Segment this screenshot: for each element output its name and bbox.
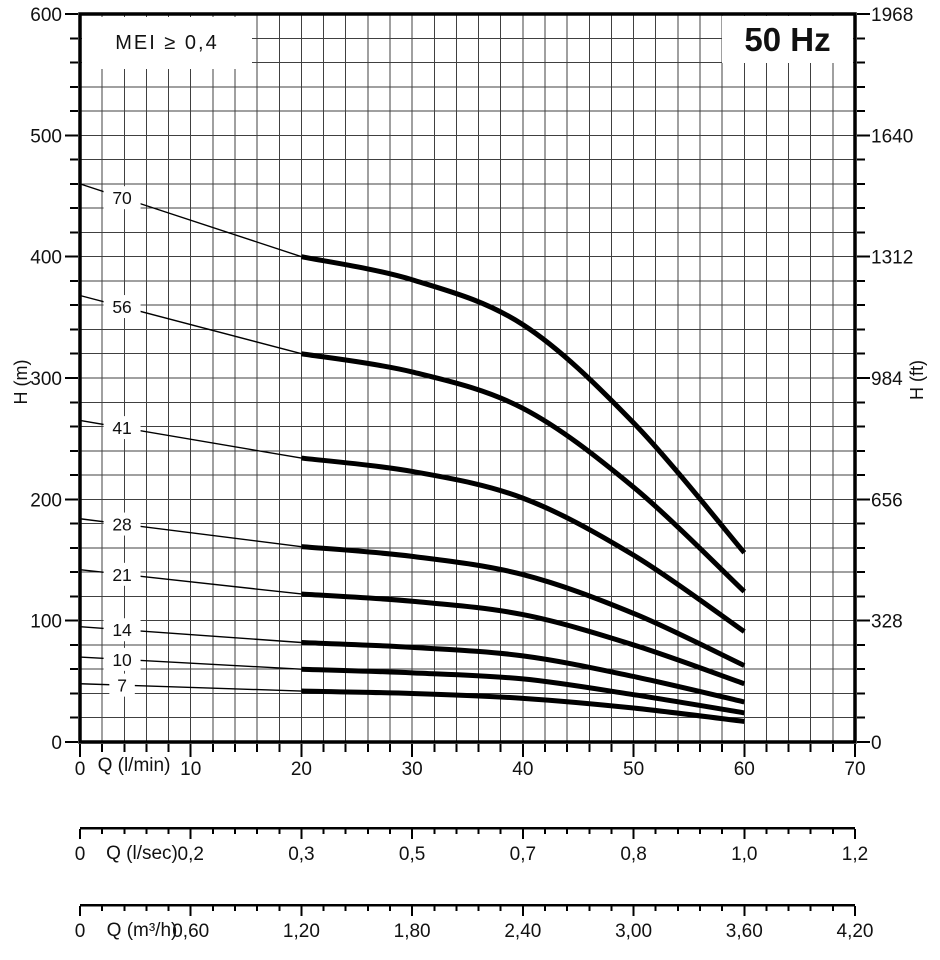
y-right-tick-label: 1312	[871, 248, 913, 269]
curve-stage-label: 21	[112, 565, 131, 585]
y-left-tick-label: 500	[30, 126, 62, 147]
y-right-tick-label: 328	[871, 612, 903, 633]
x-lsec-tick-label: 0,7	[510, 844, 536, 865]
pump-curve-14	[301, 640, 745, 705]
x-m3h-tick-label: 3,60	[726, 921, 763, 942]
axis-ticks-lsec	[79, 829, 856, 839]
y-axis-title-meters: H (m)	[10, 359, 31, 405]
pump-curve-41	[301, 455, 746, 634]
y-axis-title-feet: H (ft)	[906, 360, 927, 400]
y-left-tick-label: 300	[30, 369, 62, 390]
x-lsec-tick-label: 0,5	[399, 844, 425, 865]
axis-ticks	[65, 13, 870, 757]
pump-curve-7	[301, 688, 745, 724]
x-m3h-tick-label: 4,20	[837, 921, 874, 942]
x-lsec-tick-label: 1,0	[731, 844, 757, 865]
curve-label-box	[103, 416, 141, 440]
curve-label-box	[103, 618, 141, 642]
frequency-badge: 50 Hz	[722, 16, 853, 63]
mei-rating-label: MEI ≥ 0,4	[82, 17, 252, 69]
x-main-tick-label: 30	[402, 759, 423, 780]
curve-stage-label: 14	[112, 620, 132, 640]
curve-stage-label: 70	[112, 188, 132, 208]
y-left-tick-label: 0	[51, 733, 62, 754]
x-main-tick-label: 40	[512, 759, 533, 780]
pump-curve-28	[301, 544, 746, 668]
grid-lines	[80, 14, 855, 742]
x-main-tick-label: 0	[75, 759, 86, 780]
curve-label-box	[103, 186, 141, 210]
curve-label-box	[103, 295, 141, 319]
pump-curve-56	[301, 351, 747, 594]
curve-stage-label: 28	[112, 515, 131, 535]
axis-ticks-m3h	[79, 906, 856, 916]
x-lsec-tick-label: 0	[75, 844, 86, 865]
curve-label-box	[103, 562, 141, 586]
curve-label-box	[109, 673, 135, 697]
y-left-tick-label: 200	[30, 490, 62, 511]
curve-stage-label: 41	[112, 418, 131, 438]
curve-stage-label: 10	[112, 650, 132, 670]
pump-curve-70	[300, 254, 747, 555]
x-lsec-tick-label: 0,2	[178, 844, 204, 865]
y-right-tick-label: 984	[871, 369, 903, 390]
curve-label-box	[103, 512, 141, 536]
x-lsec-tick-label: 0,8	[620, 844, 646, 865]
y-right-tick-label: 1640	[871, 126, 913, 147]
x-m3h-tick-label: 1,20	[283, 921, 320, 942]
curve-stage-label: 56	[112, 297, 131, 317]
x-m3h-tick-label: 3,00	[615, 921, 652, 942]
x-main-tick-label: 10	[180, 759, 201, 780]
x-m3h-tick-label: 1,80	[394, 921, 431, 942]
y-right-tick-label: 656	[871, 490, 903, 511]
x-main-tick-label: 70	[844, 759, 865, 780]
y-right-tick-label: 0	[871, 733, 882, 754]
pump-curve-10	[301, 666, 745, 716]
plot-frame	[78, 12, 857, 744]
x-m3h-tick-label: 2,40	[504, 921, 541, 942]
y-left-tick-label: 600	[30, 5, 62, 26]
pump-curve-21	[301, 591, 746, 687]
x-lsec-tick-label: 1,2	[842, 844, 868, 865]
y-left-tick-label: 100	[30, 612, 62, 633]
curve-stage-label: 7	[117, 676, 127, 696]
x-m3h-tick-label: 0	[75, 921, 86, 942]
curve-label-box	[103, 647, 141, 671]
x-main-tick-label: 60	[734, 759, 755, 780]
x-axis-title-lmin: Q (l/min)	[97, 755, 171, 776]
y-left-tick-label: 400	[30, 248, 62, 269]
x-axis-title-m3h: Q (m³/h)	[106, 920, 178, 941]
x-main-tick-label: 20	[291, 759, 312, 780]
x-axis-title-lsec: Q (l/sec)	[106, 843, 178, 864]
y-right-tick-label: 1968	[871, 5, 913, 26]
x-m3h-tick-label: 0,60	[172, 921, 209, 942]
x-main-tick-label: 50	[623, 759, 644, 780]
x-lsec-tick-label: 0,3	[288, 844, 314, 865]
